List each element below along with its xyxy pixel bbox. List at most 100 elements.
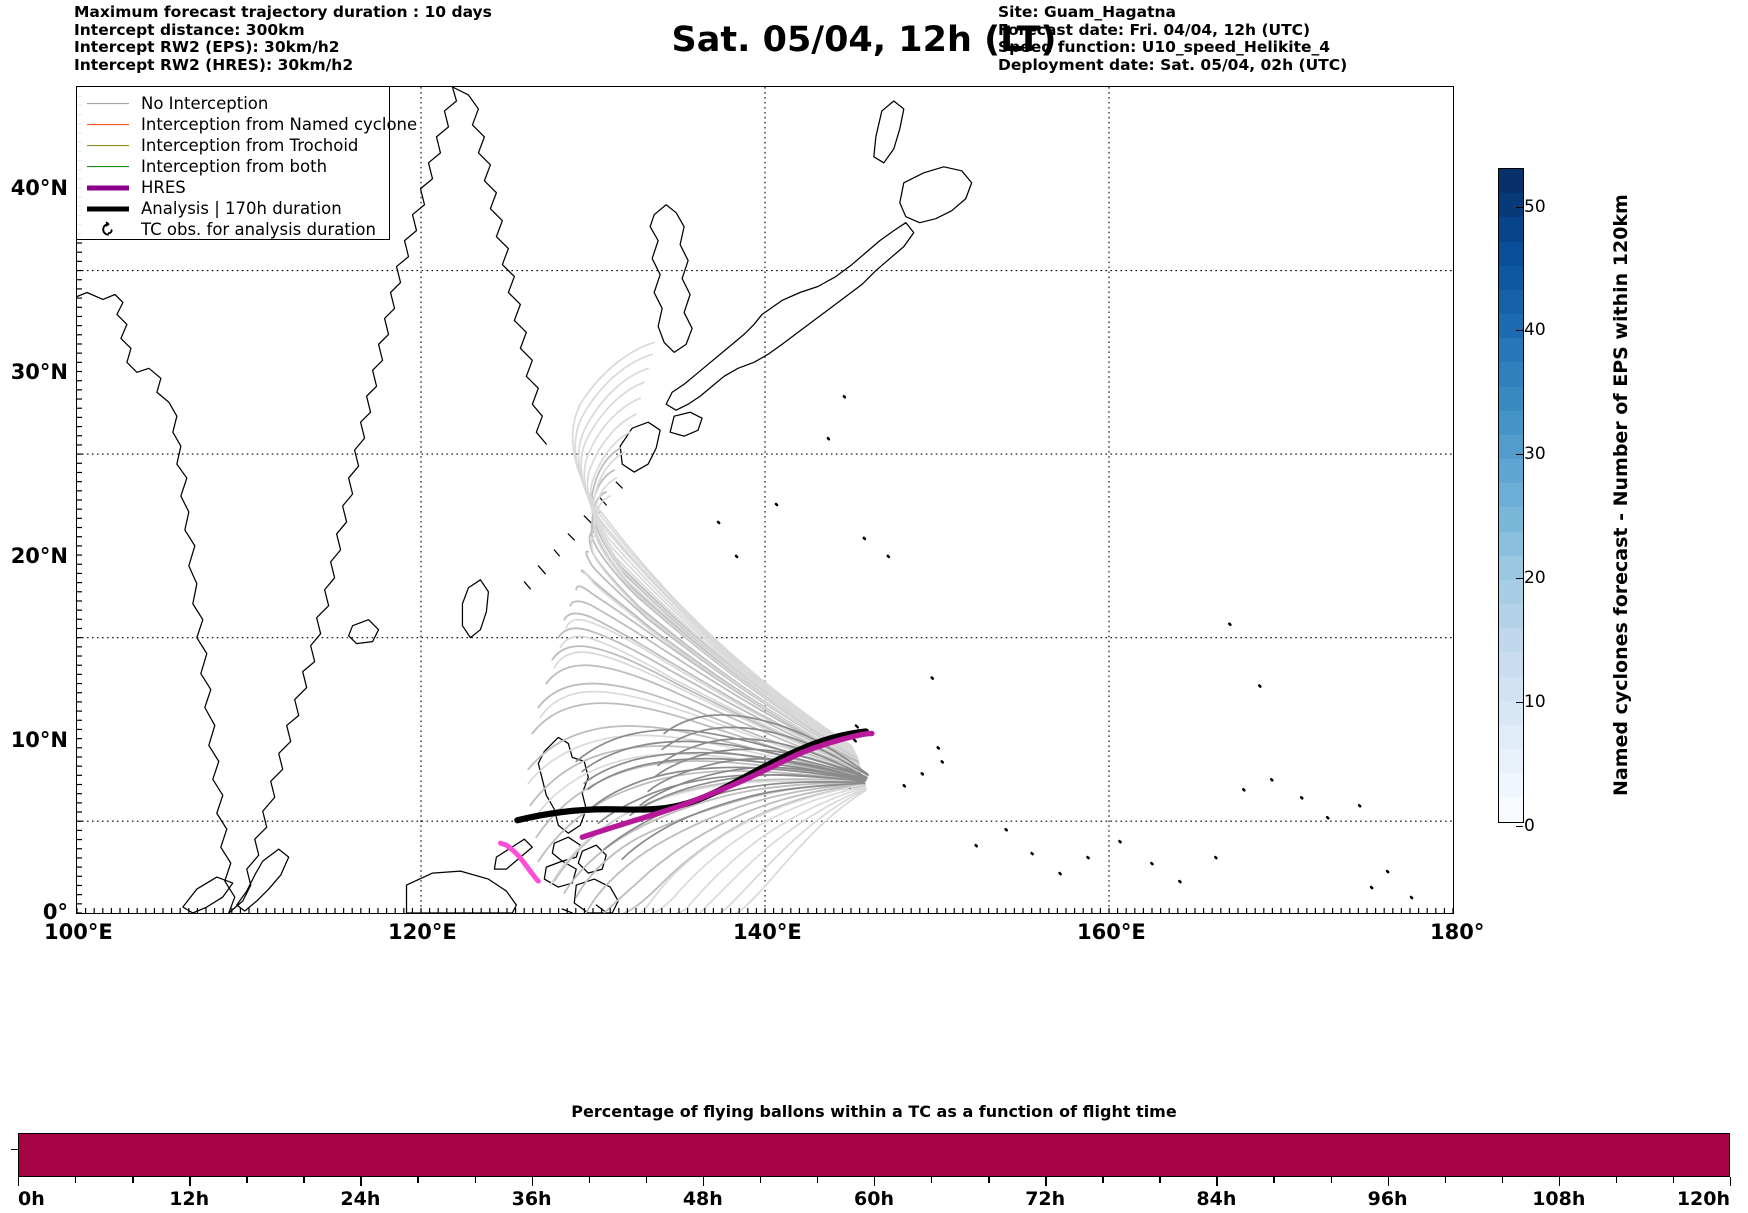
bar-minor-tick	[189, 1177, 191, 1186]
colorbar-band	[1499, 362, 1523, 387]
header-left-line-1: Maximum forecast trajectory duration : 1…	[74, 3, 492, 21]
flight-time-bar-fill	[19, 1134, 1729, 1176]
header-left-line-3: Intercept RW2 (EPS): 30km/h2	[74, 38, 340, 56]
colorbar-band	[1499, 410, 1523, 435]
eps-trajectories	[527, 341, 869, 913]
flight-time-bar-panel[interactable]	[18, 1133, 1730, 1177]
page-title-text: Sat. 05/04, 12h (LT)	[671, 20, 1057, 60]
bar-tick-label: 120h	[1676, 1188, 1730, 1210]
bar-minor-tick	[1102, 1177, 1104, 1183]
speed-function-line: Speed function: U10_speed_Helikite_4	[998, 38, 1331, 56]
bar-minor-tick	[588, 1177, 591, 1183]
colorbar-tick-20: 20	[1516, 568, 1546, 588]
bar-tick-label: 84h	[1196, 1188, 1237, 1210]
header-right-block: Site: Guam_Hagatna Forecast date: Fri. 0…	[998, 3, 1418, 74]
bar-minor-tick	[1216, 1177, 1218, 1186]
colorbar-band	[1499, 579, 1523, 605]
bar-minor-tick	[702, 1177, 705, 1186]
colorbar-tick-0: 0	[1516, 816, 1535, 836]
bottom-bar-title: Percentage of flying ballons within a TC…	[571, 1102, 1177, 1121]
bar-minor-tick	[246, 1177, 248, 1183]
header-left-line-4: Intercept RW2 (HRES): 30km/h2	[74, 55, 354, 74]
x-tick-140e: 140°E	[733, 920, 802, 944]
y-tick-30n: 30°N	[10, 360, 68, 384]
colorbar-band	[1499, 483, 1523, 508]
bar-minor-tick	[1159, 1177, 1161, 1183]
colorbar-band	[1499, 434, 1523, 460]
legend-item-trochoid[interactable]: Interception from Trochoid	[85, 135, 381, 156]
legend-item-tc-obs[interactable]: TC obs. for analysis duration	[85, 219, 381, 240]
bar-minor-tick	[1387, 1177, 1389, 1186]
colorbar-band	[1499, 676, 1523, 701]
colorbar-label: Named cyclones forecast - Number of EPS …	[1610, 194, 1632, 797]
line-swatch-purple-icon	[85, 177, 131, 198]
forecast-date-line: Forecast date: Fri. 04/04, 12h (UTC)	[998, 20, 1311, 39]
bar-minor-tick	[1558, 1177, 1561, 1186]
bar-minor-tick	[1615, 1177, 1618, 1183]
deployment-leg	[503, 842, 541, 884]
bar-minor-tick	[759, 1177, 762, 1183]
colorbar-band	[1499, 628, 1523, 653]
legend-item-analysis[interactable]: Analysis | 170h duration	[85, 198, 381, 219]
colorbar-band	[1499, 773, 1523, 798]
colorbar-band	[1499, 555, 1523, 580]
bar-tick-label: 60h	[854, 1188, 894, 1210]
bar-minor-tick	[474, 1177, 476, 1183]
colorbar-band	[1499, 797, 1523, 822]
colorbar-band	[1499, 724, 1523, 750]
page-title: Sat. 05/04, 12h (LT)	[0, 20, 1748, 60]
map-svg	[77, 87, 1453, 913]
colorbar-tick-30: 30	[1516, 444, 1546, 464]
legend-item-no-interception[interactable]: No Interception	[85, 93, 381, 114]
bar-minor-tick	[1330, 1177, 1332, 1183]
legend-label: HRES	[141, 178, 186, 197]
bar-minor-tick	[645, 1177, 648, 1183]
colorbar-group: 50 40 30 20 10 0 Named cyclones forecast…	[1488, 168, 1738, 836]
y-tick-0: 0°	[42, 900, 68, 924]
site-line: Site: Guam_Hagatna	[998, 3, 1177, 21]
line-swatch-black-icon	[85, 198, 131, 219]
bar-minor-tick	[1045, 1177, 1047, 1186]
bar-tick-label: 48h	[682, 1188, 723, 1210]
colorbar[interactable]	[1498, 168, 1524, 823]
colorbar-band	[1499, 749, 1523, 774]
bar-minor-tick	[1730, 1177, 1732, 1186]
colorbar-band	[1499, 507, 1523, 532]
bar-minor-tick	[816, 1177, 819, 1183]
bar-tick-label: 108h	[1532, 1188, 1586, 1210]
colorbar-band	[1499, 169, 1523, 194]
legend-label: No Interception	[141, 94, 269, 113]
colorbar-band	[1499, 289, 1523, 315]
bar-tick-label: 72h	[1025, 1188, 1066, 1210]
bar-y-tick	[11, 1149, 18, 1151]
bar-minor-tick	[1672, 1177, 1675, 1183]
colorbar-band	[1499, 217, 1523, 242]
bar-minor-tick	[360, 1177, 362, 1186]
line-swatch-orange-icon	[85, 114, 131, 135]
hres-track	[579, 730, 875, 840]
y-tick-20n: 20°N	[10, 544, 68, 568]
line-swatch-gray-icon	[85, 93, 131, 114]
colorbar-band	[1499, 193, 1523, 218]
deployment-leg-west	[497, 840, 509, 848]
bar-tick-label: 12h	[169, 1188, 210, 1210]
colorbar-tick-50: 50	[1516, 197, 1546, 217]
bar-minor-tick	[1444, 1177, 1447, 1183]
legend-item-both[interactable]: Interception from both	[85, 156, 381, 177]
colorbar-band	[1499, 700, 1523, 725]
header-left-block: Maximum forecast trajectory duration : 1…	[74, 3, 694, 74]
colorbar-band	[1499, 265, 1523, 290]
colorbar-band	[1499, 652, 1523, 677]
map-axis-ticks	[77, 87, 1453, 913]
legend-item-hres[interactable]: HRES	[85, 177, 381, 198]
bar-tick-label: 0h	[18, 1188, 45, 1210]
cyclone-marker-icon	[85, 219, 131, 240]
deployment-date-line: Deployment date: Sat. 05/04, 02h (UTC)	[998, 55, 1348, 74]
legend-item-named-cyclone[interactable]: Interception from Named cyclone	[85, 114, 417, 135]
bar-minor-tick	[988, 1177, 990, 1183]
x-tick-180: 180°	[1430, 920, 1485, 944]
colorbar-tick-40: 40	[1516, 320, 1546, 340]
bar-minor-tick	[417, 1177, 419, 1183]
colorbar-band	[1499, 314, 1523, 339]
bar-minor-tick	[931, 1177, 933, 1183]
